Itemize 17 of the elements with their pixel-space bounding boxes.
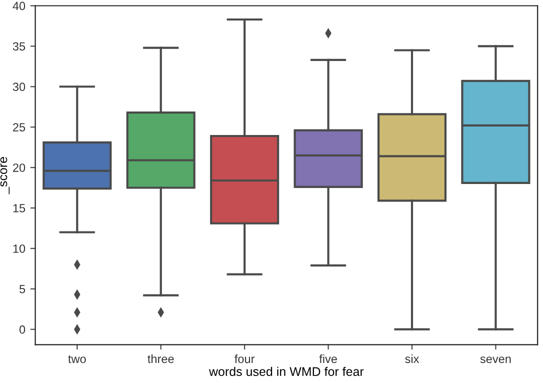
x-tick-label: seven [480, 356, 511, 364]
x-tick-label: four [234, 354, 255, 364]
y-tick-label: 30 [12, 82, 26, 92]
x-tick-label: five [319, 354, 337, 364]
y-tick-label: 25 [13, 123, 26, 132]
y-tick-label: 15 [13, 204, 26, 212]
y-tick-label: 5 [19, 285, 26, 294]
y-axis-title: _score [0, 157, 10, 194]
y-tick-label: 35 [12, 42, 26, 51]
x-tick-label: six [405, 354, 420, 364]
y-tick-label: 20 [13, 164, 26, 172]
x-axis-title: words used in WMD for fear [208, 366, 364, 376]
y-tick-label: 0 [19, 325, 26, 334]
x-tick-label: three [148, 354, 174, 364]
y-tick-label: 10 [13, 244, 26, 253]
y-tick-label: 40 [12, 2, 26, 10]
x-tick-label: two [68, 355, 86, 364]
